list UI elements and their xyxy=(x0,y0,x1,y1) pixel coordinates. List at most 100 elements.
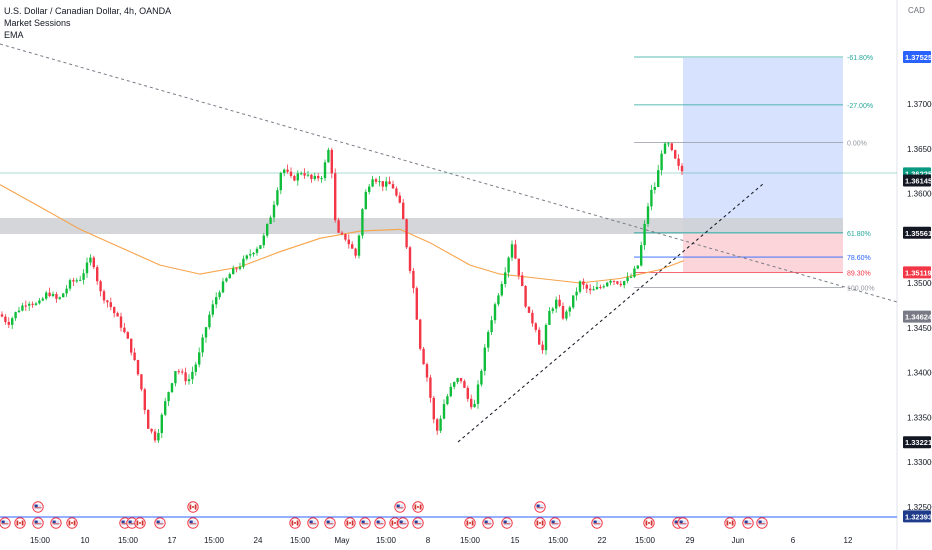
candle-body xyxy=(211,304,214,315)
candle-body xyxy=(483,347,486,371)
event-flag[interactable] xyxy=(501,517,513,529)
event-flag[interactable] xyxy=(289,517,301,529)
candles[interactable] xyxy=(0,141,684,443)
candle-body xyxy=(327,149,330,163)
candle-body xyxy=(99,281,102,292)
candle-body xyxy=(531,312,534,324)
event-flag[interactable] xyxy=(482,517,494,529)
candle-body xyxy=(62,293,65,298)
candle-body xyxy=(606,282,609,287)
price-badge-text: 1.32393 xyxy=(905,512,932,521)
fib-retracement[interactable]: -61.80% -27.00% 0.00% 61.80% 78.60% 89.30% 100… xyxy=(634,55,875,292)
event-flag[interactable] xyxy=(154,517,166,529)
candle-body xyxy=(466,387,469,399)
candle-body xyxy=(0,314,4,317)
candle-body xyxy=(527,306,531,313)
sr-zone[interactable] xyxy=(0,218,843,234)
candle-body xyxy=(439,418,442,431)
candle-body xyxy=(289,171,293,176)
candle-body xyxy=(524,286,527,307)
candle-body xyxy=(640,245,643,266)
candle-body xyxy=(102,291,106,301)
candle-body xyxy=(446,396,449,405)
event-flag[interactable] xyxy=(549,517,561,529)
event-flag[interactable] xyxy=(742,517,754,529)
candle-body xyxy=(378,181,381,183)
candle-body xyxy=(221,281,225,293)
candle-body xyxy=(612,280,616,282)
candle-body xyxy=(235,268,238,270)
events-row-bottom[interactable] xyxy=(0,517,768,529)
event-flag[interactable] xyxy=(187,517,199,529)
candle-body xyxy=(667,143,670,145)
event-flag[interactable] xyxy=(724,517,736,529)
event-flag[interactable] xyxy=(66,517,78,529)
candle-body xyxy=(490,320,493,332)
candle-body xyxy=(357,235,361,256)
event-flag[interactable] xyxy=(359,517,371,529)
indicator-ema[interactable]: EMA xyxy=(4,30,24,40)
event-flag[interactable] xyxy=(389,517,401,529)
candle-body xyxy=(55,294,58,299)
indicator-market-sessions[interactable]: Market Sessions xyxy=(4,18,71,28)
candle-body xyxy=(300,173,303,175)
event-flag-us[interactable] xyxy=(534,501,546,513)
candle-body xyxy=(436,419,439,431)
event-flag[interactable] xyxy=(756,517,768,529)
time-axis-label: 24 xyxy=(254,536,263,545)
candle-body xyxy=(218,292,221,298)
event-flag[interactable] xyxy=(50,517,62,529)
time-axis-label: 12 xyxy=(844,536,853,545)
event-flag[interactable] xyxy=(14,517,26,529)
candle-body xyxy=(320,178,323,180)
candle-body xyxy=(167,392,170,402)
event-flag-us[interactable] xyxy=(394,501,406,513)
candle-body xyxy=(303,173,306,176)
candle-body xyxy=(45,292,48,299)
target-zone[interactable] xyxy=(683,58,843,234)
candle-body xyxy=(429,377,432,398)
event-flag[interactable] xyxy=(677,517,689,529)
event-flag[interactable] xyxy=(534,517,546,529)
event-flag[interactable] xyxy=(126,517,138,529)
symbol-title[interactable]: U.S. Dollar / Canadian Dollar, 4h, OANDA xyxy=(4,6,172,16)
events-row-top[interactable] xyxy=(32,501,546,513)
candle-body xyxy=(385,181,388,187)
event-flag[interactable] xyxy=(307,517,319,529)
event-flag[interactable] xyxy=(134,517,146,529)
event-flag-us[interactable] xyxy=(32,501,44,513)
candle-body xyxy=(497,295,500,305)
uptrend-line[interactable] xyxy=(457,183,764,443)
event-flag[interactable] xyxy=(412,517,424,529)
candle-body xyxy=(419,319,422,349)
candle-body xyxy=(568,307,571,312)
candle-body xyxy=(473,403,476,408)
price-axis-ticks: 1.37000 1.36500 1.36000 1.35000 1.34500 1.340… xyxy=(907,100,932,512)
event-flag[interactable] xyxy=(0,517,11,529)
event-flag[interactable] xyxy=(374,517,386,529)
event-flag[interactable] xyxy=(397,517,409,529)
event-flag[interactable] xyxy=(464,517,476,529)
event-flag[interactable] xyxy=(344,517,356,529)
candle-body xyxy=(187,379,191,382)
event-flag[interactable] xyxy=(324,517,336,529)
candle-body xyxy=(89,257,92,263)
candle-body xyxy=(340,232,344,235)
candle-body xyxy=(82,273,85,280)
event-flag[interactable] xyxy=(591,517,603,529)
candle-body xyxy=(65,288,68,294)
candle-body xyxy=(493,304,497,321)
event-flag-ca[interactable] xyxy=(412,501,424,513)
price-badge-text: 1.36145 xyxy=(905,177,932,186)
candle-body xyxy=(500,283,503,296)
event-flag[interactable] xyxy=(32,517,44,529)
candle-body xyxy=(459,378,463,382)
stop-zone[interactable] xyxy=(683,234,843,272)
event-flag[interactable] xyxy=(643,517,655,529)
candle-body xyxy=(194,364,197,372)
candle-body xyxy=(521,275,524,287)
event-flag-ca[interactable] xyxy=(187,501,199,513)
candle-body xyxy=(334,173,337,221)
candle-body xyxy=(296,173,299,181)
